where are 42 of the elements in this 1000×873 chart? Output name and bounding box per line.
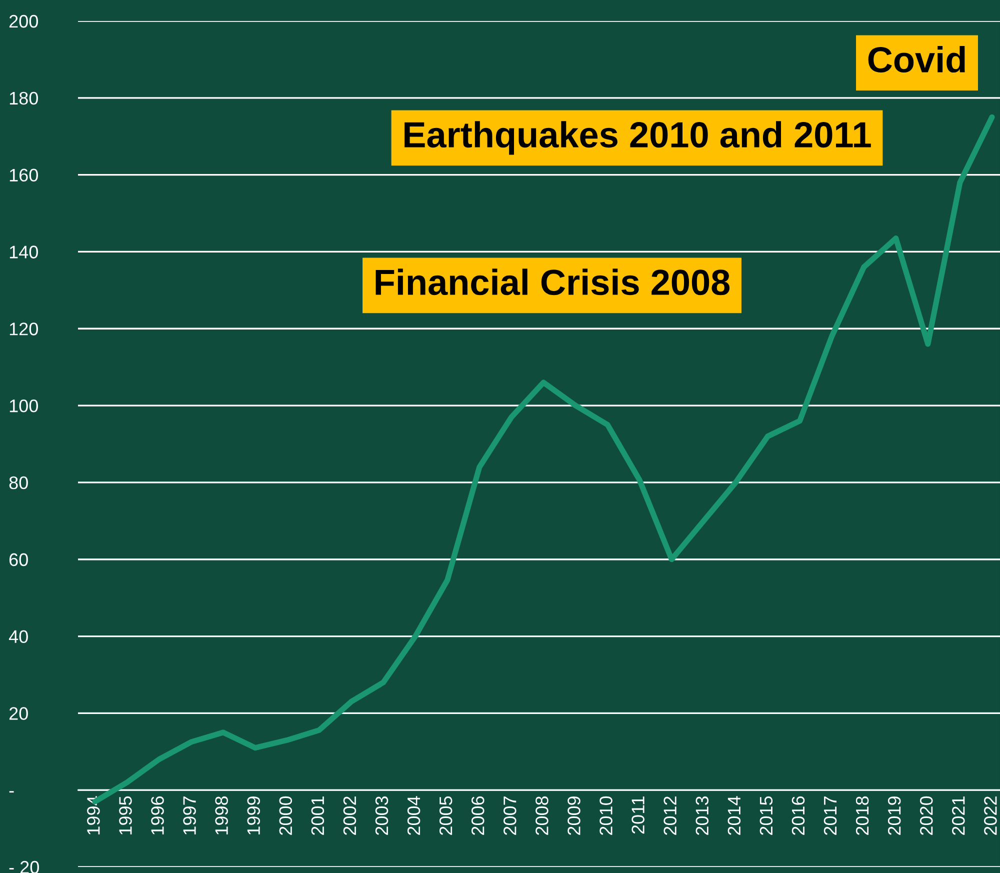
- y-tick-label: 180: [10, 92, 38, 105]
- x-tick-label: 2014: [728, 796, 741, 835]
- annotation: Covid: [868, 46, 965, 73]
- y-tick-label: 200: [9, 14, 38, 28]
- x-tick-label: 2001: [311, 796, 324, 835]
- x-tick-label: 1999: [247, 796, 260, 834]
- x-tick-label: 2021: [952, 796, 965, 835]
- x-tick-label: 2002: [343, 796, 356, 835]
- x-tick-label: 2016: [792, 796, 805, 835]
- x-tick-label: 2020: [920, 796, 933, 835]
- x-tick-label: 2006: [471, 796, 484, 835]
- x-tick-label: 2004: [407, 796, 420, 835]
- x-tick-label: 2013: [696, 796, 709, 835]
- annotation: Earthquakes 2010 and 2011: [404, 121, 871, 155]
- x-tick-label: 1995: [119, 796, 132, 834]
- y-tick-label: 80: [9, 476, 28, 490]
- x-tick-label: 1997: [183, 796, 196, 834]
- x-tick-label: 1998: [215, 796, 228, 834]
- y-tick-label: 140: [10, 246, 38, 258]
- x-tick-label: 2005: [439, 796, 452, 835]
- x-tick-label: 2017: [824, 796, 837, 835]
- y-tick-label: 100: [10, 399, 38, 412]
- x-tick-label: 2018: [856, 796, 869, 835]
- y-tick-label: 160: [10, 168, 38, 182]
- x-tick-label: 2019: [888, 796, 901, 835]
- x-tick-label: 2011: [632, 796, 644, 834]
- y-tick-label: 120: [10, 322, 38, 336]
- x-tick-label: 2008: [536, 796, 548, 835]
- x-tick-label: 1996: [151, 796, 164, 834]
- x-tick-label: 2010: [600, 796, 612, 835]
- y-tick-label: 20: [9, 707, 28, 720]
- annotation: Financial Crisis 2008: [376, 268, 730, 296]
- x-tick-label: 2009: [568, 796, 580, 835]
- x-tick-label: 2007: [504, 796, 516, 835]
- y-tick-label: 40: [8, 630, 28, 643]
- x-tick-label: 2022: [984, 796, 997, 835]
- x-tick-label: 2012: [664, 796, 676, 835]
- y-tick-label: -: [9, 791, 14, 793]
- y-tick-label: 60: [9, 553, 28, 566]
- x-tick-label: 2003: [375, 796, 388, 835]
- x-tick-label: 2015: [760, 796, 773, 835]
- x-tick-label: 2000: [279, 796, 292, 835]
